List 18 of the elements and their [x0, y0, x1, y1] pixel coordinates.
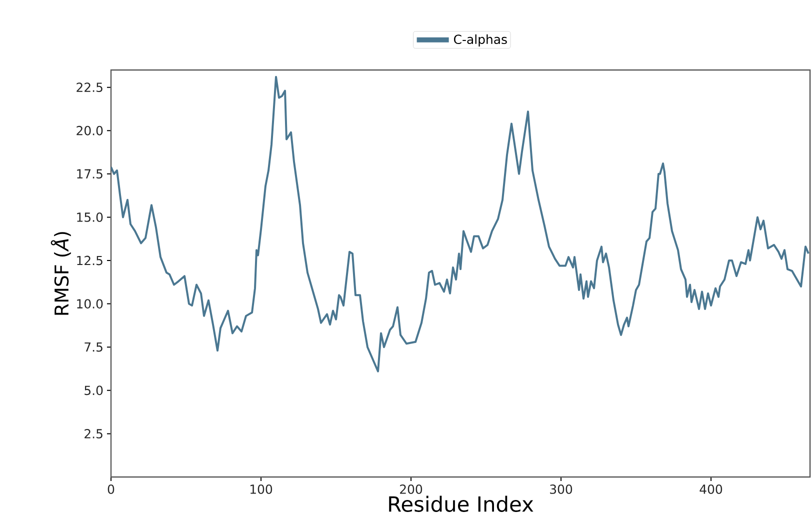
x-tick-label: 400 — [700, 484, 722, 494]
x-tick-label: 200 — [400, 484, 422, 494]
y-tick-label: 2.5 — [84, 428, 102, 438]
y-tick-label: 12.5 — [77, 256, 102, 266]
y-tick-label: 22.5 — [76, 82, 102, 92]
x-axis-title: Residue Index — [389, 496, 534, 512]
x-tick-label: 300 — [550, 484, 572, 494]
y-axis-title: RMSF (Å) — [50, 232, 71, 315]
y-tick-label: 5.0 — [84, 386, 103, 396]
y-tick-label: 15.0 — [77, 212, 103, 222]
y-tick-label: 20.0 — [76, 126, 103, 136]
y-tick-label: 17.5 — [77, 169, 102, 179]
y-tick-label: 10.0 — [77, 299, 103, 309]
x-tick-label: 100 — [250, 484, 272, 494]
legend-label: C-alphas — [454, 34, 507, 46]
y-tick-label: 7.5 — [84, 342, 102, 352]
x-tick-label: 0 — [108, 484, 114, 494]
line-series — [111, 76, 810, 372]
